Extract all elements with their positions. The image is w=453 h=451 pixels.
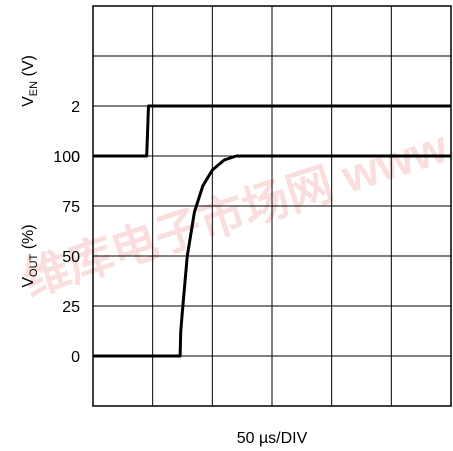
ven-label-main: V bbox=[20, 96, 37, 107]
ven-trace bbox=[93, 104, 451, 158]
ven-label-sub: EN bbox=[28, 81, 40, 96]
vout-label-main: V bbox=[20, 277, 37, 288]
watermark: 维库电子市场网 www.dzsc.com bbox=[17, 52, 453, 306]
vout-label-sub: OUT bbox=[28, 253, 40, 277]
vout-tick-label: 75 bbox=[62, 199, 80, 216]
watermark-text: 维库电子市场网 www.dzsc.com bbox=[17, 52, 453, 306]
x-axis-title: 50 µs/DIV bbox=[237, 430, 308, 447]
plot-grid bbox=[93, 6, 451, 406]
vout-tick-label: 25 bbox=[62, 299, 80, 316]
series-layer bbox=[93, 104, 451, 358]
y-axis-title-vout: VOUT (%) bbox=[20, 224, 40, 287]
vout-tick-label: 0 bbox=[71, 349, 80, 366]
svg-text:VEN (V): VEN (V) bbox=[20, 55, 40, 107]
vout-label-suffix: (%) bbox=[20, 224, 37, 253]
vout-tick-label: 50 bbox=[62, 249, 80, 266]
plot-frame bbox=[92, 5, 452, 407]
ven-tick-label: 0 bbox=[71, 149, 80, 166]
ven-tick-label: 2 bbox=[71, 99, 80, 116]
svg-text:VOUT (%): VOUT (%) bbox=[20, 224, 40, 287]
ven-label-suffix: (V) bbox=[20, 55, 37, 81]
y-axis-title-ven: VEN (V) bbox=[20, 55, 40, 107]
vout-trace bbox=[93, 154, 451, 358]
plot-border bbox=[92, 5, 452, 407]
vout-tick-label: 100 bbox=[53, 149, 80, 166]
